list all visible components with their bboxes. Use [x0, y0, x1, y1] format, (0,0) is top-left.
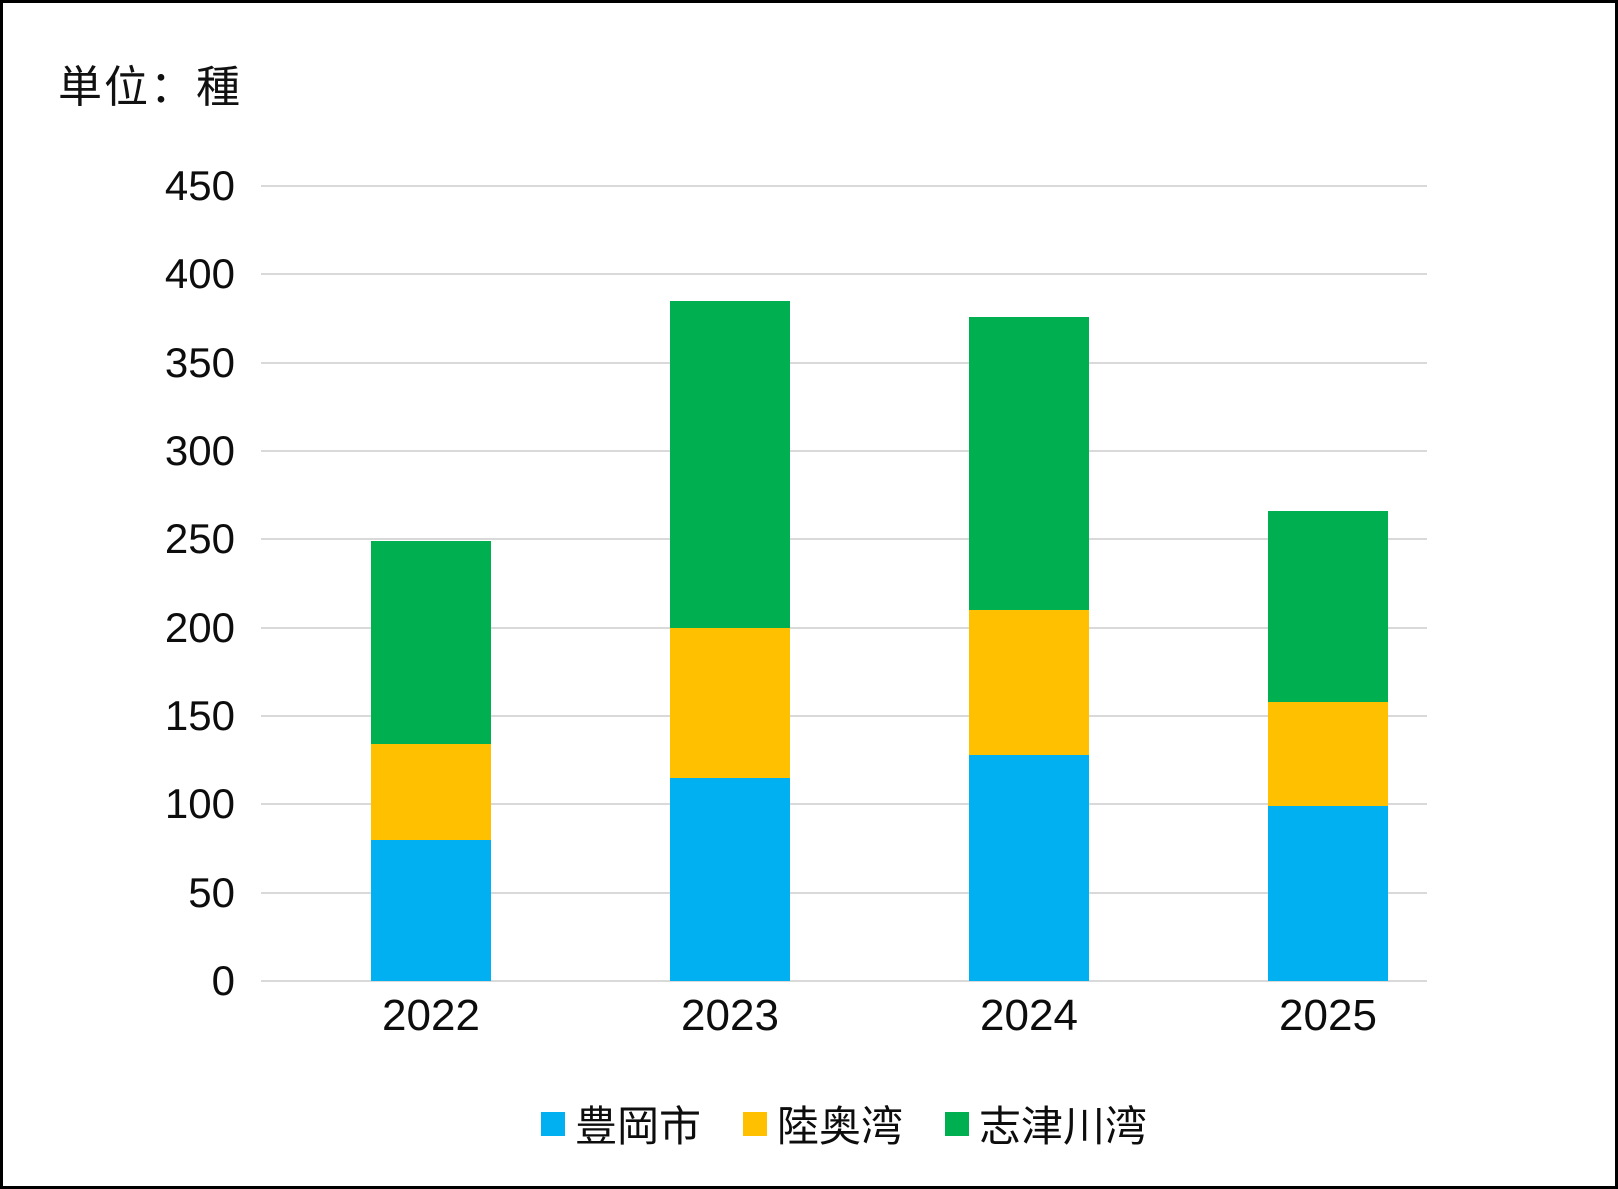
- legend-swatch-icon: [540, 1111, 565, 1136]
- bar-segment: [1268, 511, 1388, 702]
- legend-label: 陸奥湾: [776, 1103, 903, 1150]
- gridline: [261, 891, 1427, 894]
- unit-label: 単位：種: [58, 63, 242, 112]
- x-axis-label: 2022: [382, 991, 480, 1040]
- legend-item: 豊岡市: [540, 1093, 701, 1154]
- gridline: [261, 538, 1427, 541]
- x-axis-label: 2024: [980, 991, 1078, 1040]
- legend-item: 志津川湾: [945, 1093, 1147, 1154]
- plot-area: [261, 185, 1427, 982]
- bar-segment: [670, 627, 790, 778]
- bar-segment: [371, 839, 491, 981]
- gridline: [261, 273, 1427, 276]
- bar-2025: [1268, 511, 1388, 981]
- y-axis-tick-label: 400: [164, 250, 235, 298]
- bar-2023: [670, 300, 790, 981]
- legend-label: 豊岡市: [574, 1103, 701, 1150]
- bar-segment: [969, 754, 1089, 981]
- bar-2022: [371, 541, 491, 981]
- gridline: [261, 450, 1427, 452]
- legend-item: 陸奥湾: [742, 1093, 903, 1154]
- legend-swatch-icon: [742, 1111, 767, 1136]
- bar-segment: [969, 610, 1089, 755]
- gridline: [261, 803, 1427, 806]
- bar-2024: [969, 316, 1089, 981]
- bar-segment: [969, 316, 1089, 610]
- y-axis-tick-label: 200: [164, 603, 235, 651]
- gridline: [261, 715, 1427, 717]
- gridline: [261, 980, 1427, 982]
- bar-segment: [371, 541, 491, 745]
- y-axis-tick-label: 350: [164, 338, 235, 386]
- bar-segment: [371, 744, 491, 840]
- y-axis-tick-label: 150: [164, 692, 235, 739]
- gridline: [261, 626, 1427, 629]
- gridline: [261, 361, 1427, 364]
- bar-segment: [670, 300, 790, 628]
- legend-swatch-icon: [945, 1111, 969, 1136]
- y-axis-tick-label: 300: [164, 427, 235, 474]
- y-axis-tick-label: 450: [164, 162, 235, 209]
- bar-segment: [1268, 701, 1388, 807]
- y-axis-tick-label: 100: [164, 780, 235, 828]
- x-axis-label: 2025: [1279, 991, 1377, 1040]
- y-axis-tick-label: 50: [188, 868, 235, 916]
- y-axis-tick-label: 0: [211, 957, 235, 1004]
- legend-label: 志津川湾: [979, 1103, 1148, 1150]
- legend: 豊岡市 陸奥湾 志津川湾: [261, 1093, 1427, 1154]
- bar-segment: [670, 777, 790, 981]
- y-axis-tick-label: 250: [164, 515, 235, 563]
- x-axis-label: 2023: [681, 991, 779, 1040]
- bar-segment: [1268, 806, 1388, 981]
- gridline: [261, 185, 1427, 187]
